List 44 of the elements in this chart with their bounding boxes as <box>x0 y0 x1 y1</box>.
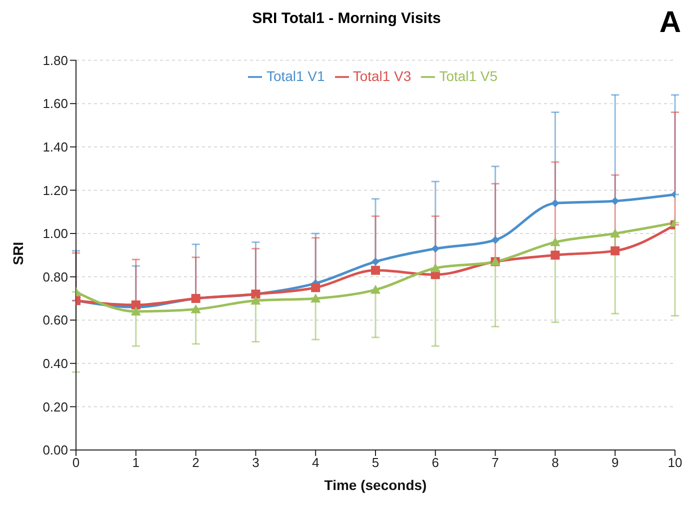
point <box>551 199 560 208</box>
point <box>550 237 560 246</box>
point <box>250 296 261 305</box>
point <box>310 293 321 302</box>
point <box>371 266 380 275</box>
y-tick-label: 1.80 <box>42 52 68 68</box>
chart-title: SRI Total1 - Morning Visits <box>252 10 441 27</box>
legend-label: Total1 V5 <box>439 68 498 84</box>
x-tick-label: 6 <box>432 455 440 470</box>
point <box>610 246 620 256</box>
point <box>431 244 440 253</box>
y-tick-label: 1.00 <box>42 226 68 242</box>
point <box>190 304 201 314</box>
y-tick-label: 0.00 <box>42 442 68 458</box>
x-tick-label: 3 <box>252 455 260 470</box>
y-tick-label: 0.40 <box>42 356 68 372</box>
text: A <box>659 6 681 40</box>
x-tick-label: 4 <box>312 455 320 470</box>
x-axis-title: Time (seconds) <box>324 477 427 493</box>
point <box>610 228 620 238</box>
y-tick-label: 0.60 <box>42 312 68 328</box>
point <box>430 263 440 272</box>
legend-label: Total1 V3 <box>352 68 412 84</box>
y-tick-label: 1.40 <box>42 140 68 155</box>
point <box>550 250 560 260</box>
y-tick-label: 1.60 <box>42 96 68 112</box>
point <box>491 236 500 244</box>
x-tick-label: 5 <box>372 455 380 470</box>
legend-label: Total1 V1 <box>266 68 325 84</box>
x-tick-label: 10 <box>668 455 682 470</box>
y-axis-title: SRI <box>10 242 26 266</box>
x-tick-label: 8 <box>552 455 559 470</box>
x-tick-label: 2 <box>192 455 200 470</box>
point <box>370 284 380 294</box>
point <box>131 300 140 310</box>
y-tick-label: 0.20 <box>42 399 68 414</box>
point <box>130 306 141 316</box>
x-tick-label: 7 <box>492 455 499 470</box>
x-tick-label: 0 <box>72 455 80 470</box>
x-tick-label: 9 <box>611 455 619 470</box>
point <box>372 258 380 266</box>
y-tick-label: 0.80 <box>42 269 68 284</box>
y-tick-label: 1.20 <box>42 182 68 198</box>
x-tick-label: 1 <box>132 455 140 470</box>
